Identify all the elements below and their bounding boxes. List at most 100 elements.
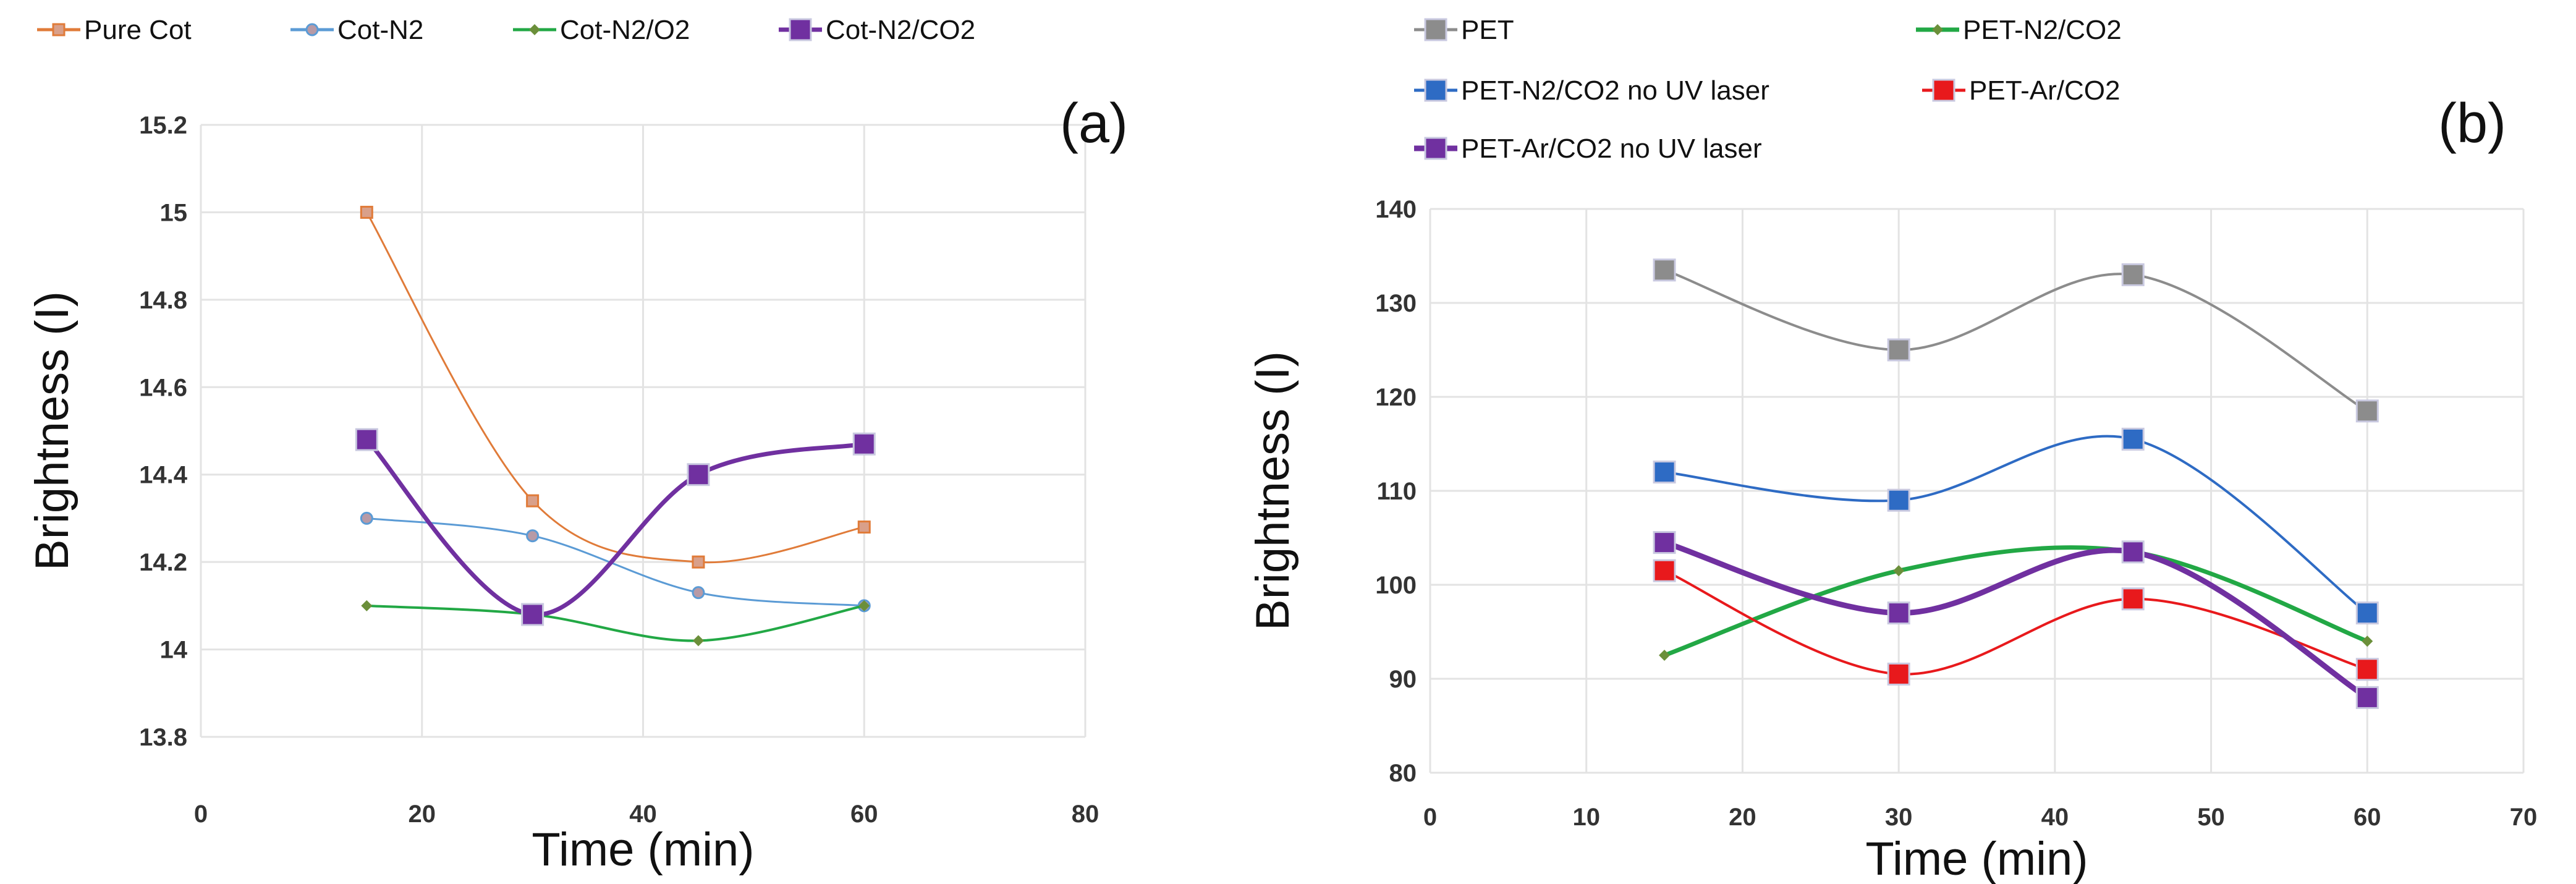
y-tick-label: 15 <box>160 199 188 226</box>
x-axis-title: Time (min) <box>1865 833 2088 884</box>
y-tick-label: 14 <box>160 637 188 664</box>
series-line <box>366 604 865 642</box>
series-line <box>1664 569 2368 676</box>
y-tick-label: 90 <box>1389 666 1417 693</box>
legend-label: PET-N2/CO2 <box>1963 15 2122 45</box>
y-tick-label: 14.4 <box>139 462 188 489</box>
legend-marker <box>1932 79 1955 102</box>
series-pure-cot <box>360 205 871 569</box>
series-pet <box>1653 258 2379 423</box>
data-point <box>1887 601 1910 625</box>
x-tick-label: 60 <box>2354 804 2381 831</box>
series-line <box>365 438 865 617</box>
legend-item: PET-Ar/CO2 <box>1922 75 2121 106</box>
data-point <box>852 432 876 456</box>
y-tick-label: 80 <box>1389 760 1417 787</box>
legend-item: Cot-N2/CO2 <box>779 15 975 45</box>
data-point <box>858 600 870 611</box>
data-point <box>1887 338 1910 362</box>
y-axis-title: Brightness (I) <box>26 291 78 571</box>
data-point <box>1887 662 1910 686</box>
data-point <box>857 521 871 534</box>
legend-marker <box>1424 137 1447 160</box>
data-point <box>2355 658 2379 681</box>
data-point <box>692 635 704 647</box>
legend-item: Cot-N2 <box>290 15 423 45</box>
data-point <box>355 428 378 451</box>
y-tick-label: 140 <box>1375 196 1417 223</box>
chart-a: 13.8 14 14.2 14.4 14.6 14.8 15 15.2 0 20 40 60 80 Tim… <box>26 15 1128 876</box>
x-tick-label: 50 <box>2197 804 2225 831</box>
data-point <box>1893 565 1905 577</box>
legend-item: PET-Ar/CO2 no UV laser <box>1414 134 1762 164</box>
data-point <box>2121 263 2145 286</box>
x-tick-label: 40 <box>2041 804 2069 831</box>
data-point <box>360 205 373 219</box>
data-point <box>526 529 540 543</box>
x-tick-label: 60 <box>850 801 878 828</box>
legend-marker <box>529 24 540 35</box>
x-tick-label: 30 <box>1885 804 1913 831</box>
legend-item: PET <box>1414 15 1514 45</box>
x-tick-label: 70 <box>2510 804 2538 831</box>
data-point <box>1659 650 1671 661</box>
legend-marker <box>1424 79 1447 102</box>
legend-item: Cot-N2/O2 <box>513 15 690 45</box>
data-point <box>687 463 710 487</box>
x-tick-label: 10 <box>1572 804 1600 831</box>
legend-item: PET-N2/CO2 <box>1916 15 2122 45</box>
data-point <box>526 494 540 508</box>
data-point <box>2121 427 2145 451</box>
y-tick-label: 14.6 <box>139 374 187 401</box>
y-tick-label: 14.8 <box>139 287 187 314</box>
legend-marker <box>1932 24 1943 35</box>
y-tick-label: 120 <box>1375 384 1417 411</box>
panel-label: (a) <box>1060 93 1128 155</box>
legend-label: PET-N2/CO2 no UV laser <box>1461 75 1769 106</box>
y-tick-label: 15.2 <box>139 112 187 139</box>
data-point <box>2121 587 2145 611</box>
y-tick-label: 110 <box>1376 478 1417 505</box>
series-pet-n2-co2-no-uv-laser <box>1653 427 2379 625</box>
panel-label: (b) <box>2438 93 2506 155</box>
legend-label: PET <box>1461 15 1514 45</box>
series-cot-n2-co2 <box>355 428 876 626</box>
series-line <box>1664 268 2368 412</box>
x-tick-label: 80 <box>1072 801 1099 828</box>
legend-label: Cot-N2 <box>337 15 423 45</box>
y-tick-label: 100 <box>1375 572 1417 599</box>
y-tick-label: 13.8 <box>139 724 187 751</box>
data-point <box>2121 540 2145 564</box>
legend-label: PET-Ar/CO2 no UV laser <box>1461 134 1762 164</box>
data-point <box>2355 601 2379 625</box>
series-line <box>1664 435 2368 614</box>
data-point <box>692 555 705 569</box>
series-pet-ar-co2 <box>1653 559 2379 686</box>
data-point <box>2355 686 2379 709</box>
x-axis-title: Time (min) <box>532 823 754 876</box>
data-point <box>1887 488 1910 512</box>
chart-b: 80 90 100 110 120 130 140 0 10 20 30 40 50 60 70 Time (… <box>1247 15 2537 884</box>
series-line <box>366 211 865 564</box>
data-point <box>1653 531 1676 555</box>
legend-label: Cot-N2/O2 <box>560 15 690 45</box>
x-tick-label: 0 <box>1423 804 1437 831</box>
data-point <box>1653 258 1676 282</box>
y-axis-title: Brightness (I) <box>1247 351 1299 631</box>
data-point <box>692 586 705 600</box>
x-tick-label: 20 <box>409 801 436 828</box>
data-point <box>360 511 373 525</box>
series-line <box>366 517 865 607</box>
legend-marker <box>305 23 319 36</box>
x-tick-label: 20 <box>1729 804 1756 831</box>
series-line <box>1663 545 2368 658</box>
legend-label: PET-Ar/CO2 <box>1969 75 2121 106</box>
data-point <box>2362 635 2373 647</box>
x-tick-label: 40 <box>629 801 657 828</box>
legend-marker <box>1424 18 1447 41</box>
x-tick-label: 0 <box>194 801 208 828</box>
series-pet-ar-co2-no-uv-laser <box>1653 531 2379 709</box>
data-point <box>1653 559 1676 582</box>
series-pet-n2-co2 <box>1659 545 2373 661</box>
